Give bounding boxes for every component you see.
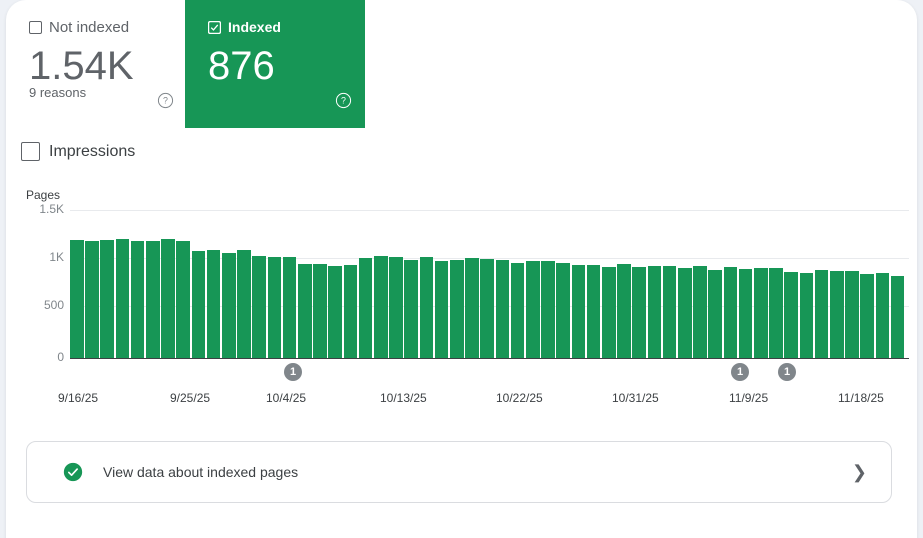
svg-text:?: ?	[341, 96, 346, 106]
svg-text:?: ?	[163, 96, 168, 106]
